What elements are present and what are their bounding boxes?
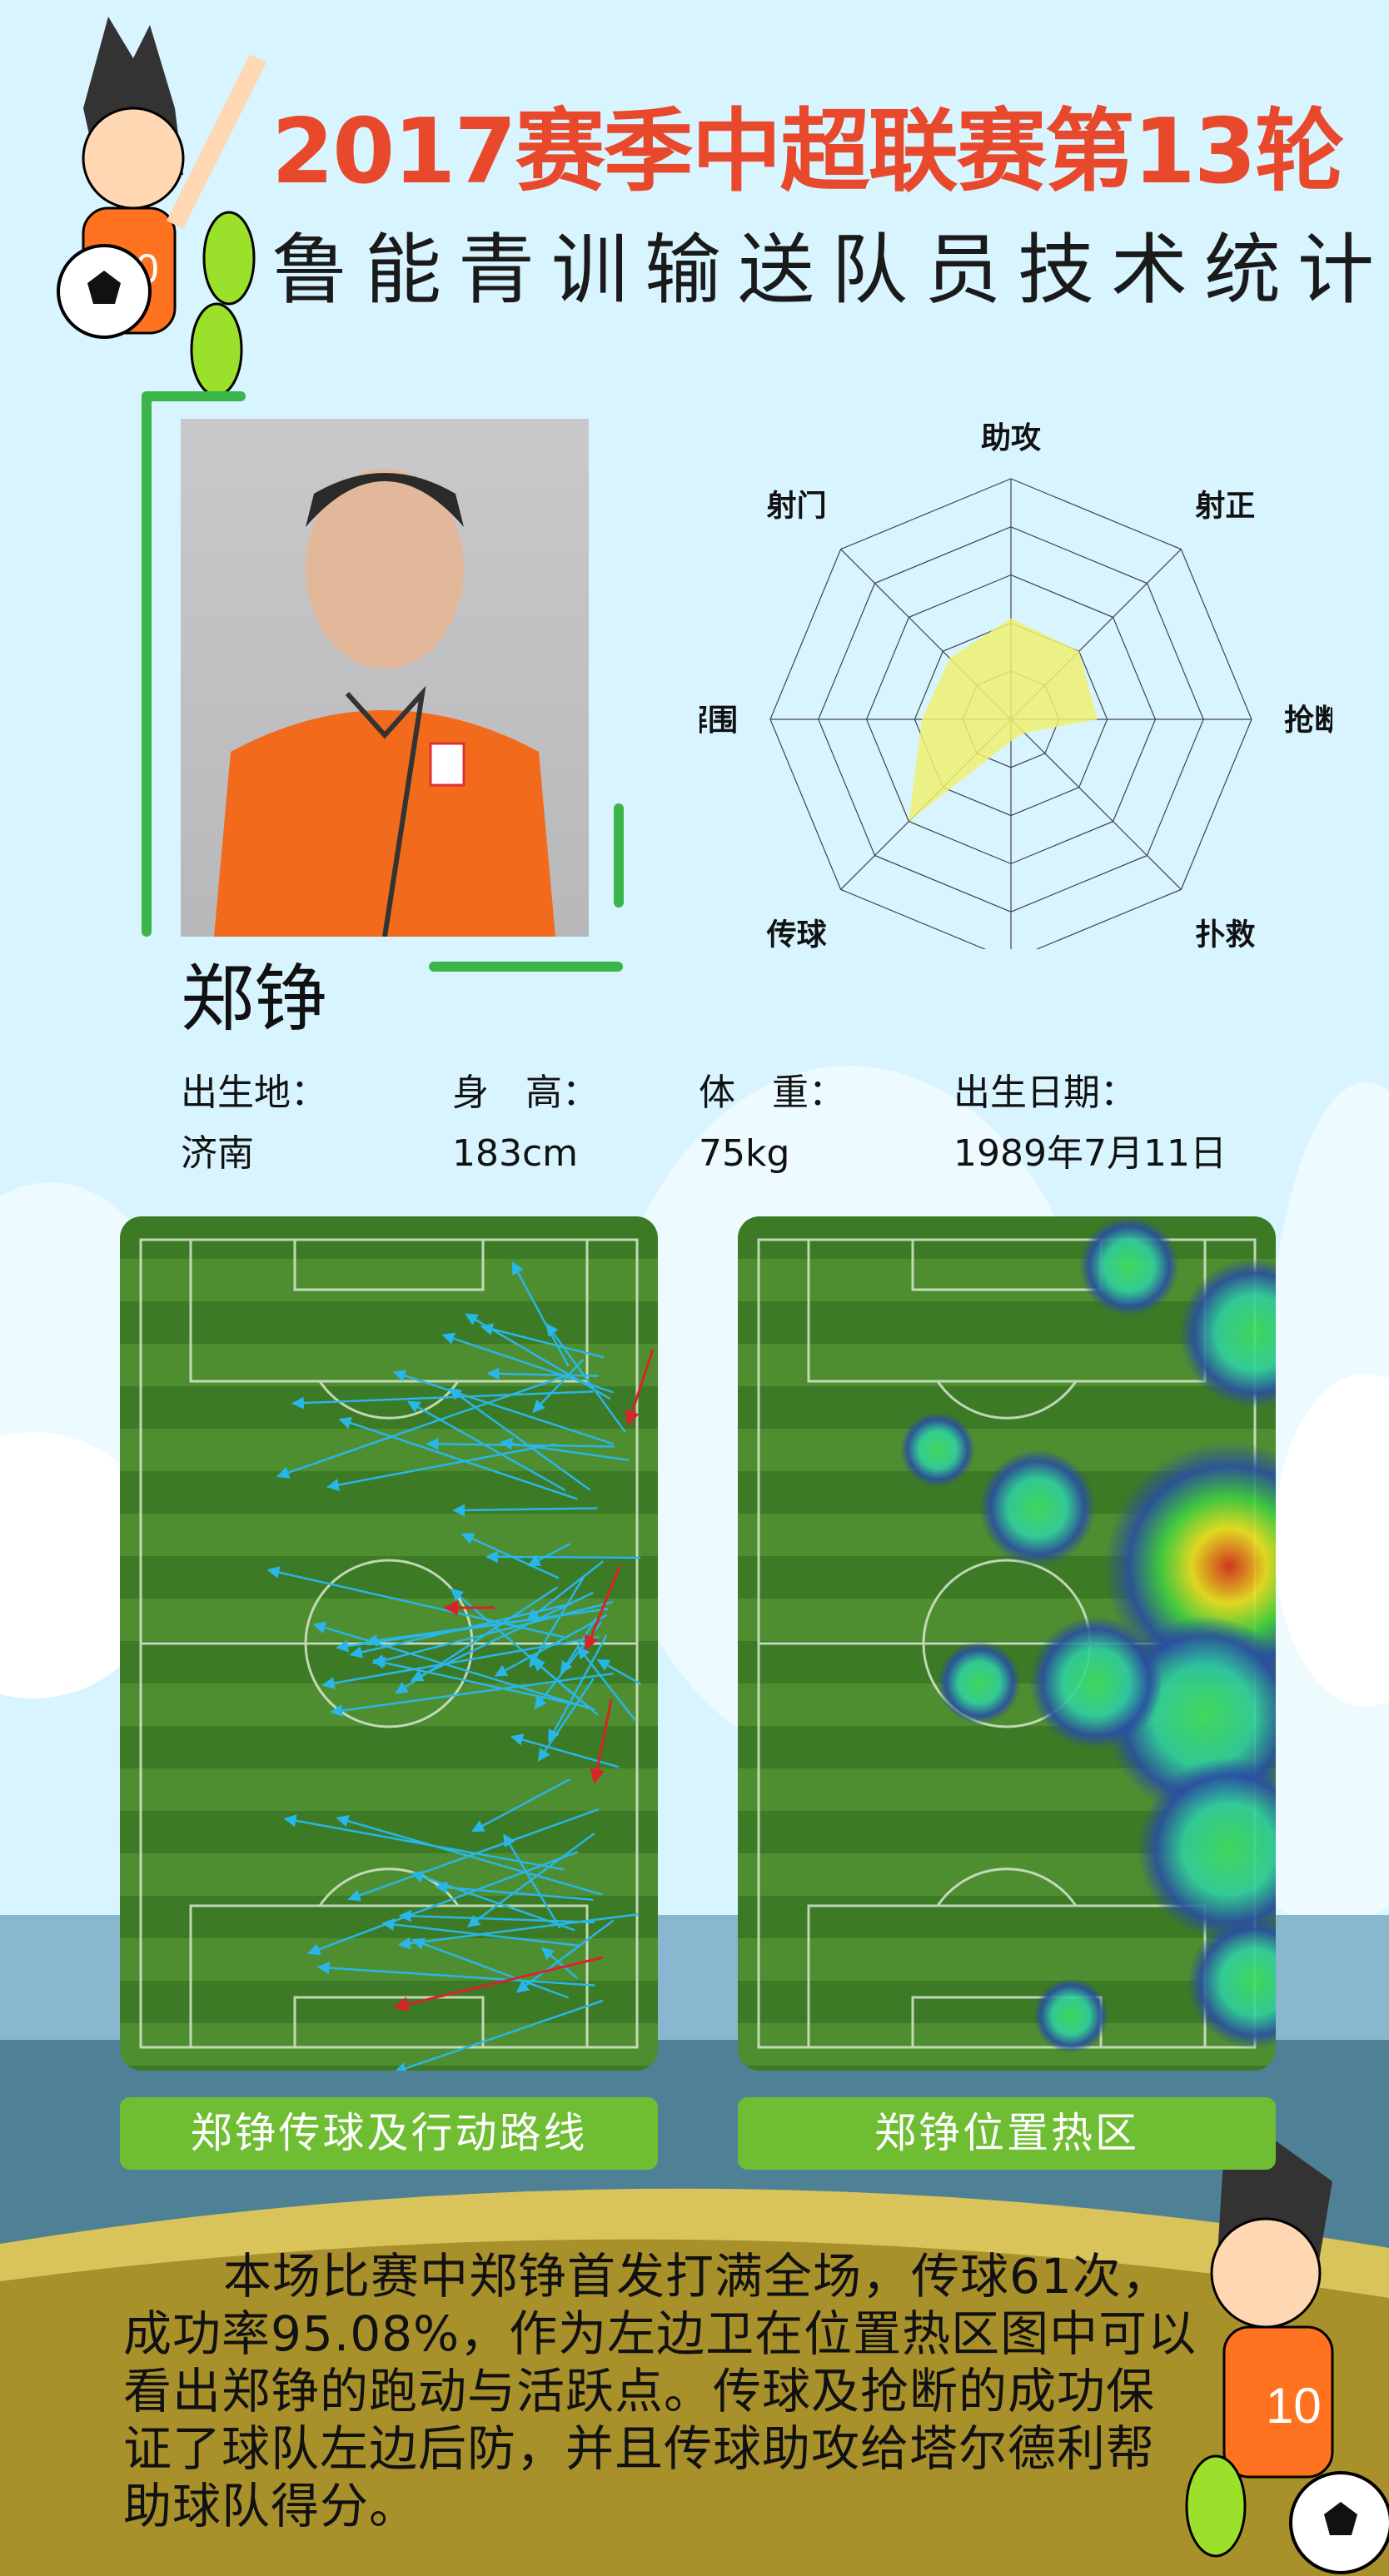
pass-arrow xyxy=(515,1919,615,1993)
pass-arrow xyxy=(291,1390,594,1410)
radar-axis-label: 助攻 xyxy=(981,421,1041,455)
pass-arrow xyxy=(411,1937,570,1999)
radar-axis-label: 抢断 xyxy=(1284,703,1332,738)
heatmap-pitch xyxy=(738,1216,1276,2071)
pass-arrow xyxy=(371,1600,614,1667)
page-subtitle: 鲁能青训输送队员技术统计 xyxy=(271,226,1389,315)
pass-arrow xyxy=(485,1550,641,1564)
pass-arrow xyxy=(307,1851,579,1956)
pass-arrow xyxy=(532,1359,585,1413)
pass-arrow xyxy=(560,1617,598,1674)
pass-arrow xyxy=(407,1400,566,1492)
heat-blob xyxy=(1138,1758,1276,1941)
mascot-top-left: 10 xyxy=(57,17,266,391)
pass-arrow xyxy=(347,1808,600,1902)
pass-arrow xyxy=(371,1656,592,1709)
info-label: 出生日期： xyxy=(953,1072,1137,1114)
radar-spoke xyxy=(1010,719,1182,890)
svg-text:10: 10 xyxy=(1266,2378,1322,2434)
pass-arrow xyxy=(316,1962,595,1987)
radar-axis-label: 解围 xyxy=(699,704,738,738)
pass-arrow xyxy=(529,1574,586,1668)
pass-arrow xyxy=(392,1370,614,1445)
pass-arrow xyxy=(577,1645,636,1721)
pass-arrow xyxy=(596,1658,642,1685)
radar-axis-label: 传球 xyxy=(766,918,828,949)
pass-arrow xyxy=(503,1833,561,1929)
pass-arrow xyxy=(381,1918,581,1947)
failed-pass-arrow xyxy=(584,1565,621,1651)
heat-blob xyxy=(979,1450,1096,1566)
heatmap-label: 郑铮位置热区 xyxy=(738,2097,1276,2170)
pass-arrow xyxy=(547,1634,608,1743)
info-label: 体 重： xyxy=(699,1072,845,1114)
info-value: 75kg xyxy=(699,1132,790,1175)
pass-arrow xyxy=(540,1947,579,1980)
pass-arrow xyxy=(545,1323,626,1434)
pass-arrow xyxy=(450,1588,572,1694)
heat-blob xyxy=(1029,1616,1162,1749)
pass-arrow xyxy=(471,1778,570,1833)
pass-arrow xyxy=(527,1543,571,1567)
pass-arrow xyxy=(312,1621,595,1711)
heat-blob xyxy=(1187,1916,1276,2049)
info-label: 出生地： xyxy=(181,1072,327,1114)
pass-arrow xyxy=(330,1672,614,1717)
failed-pass-arrow xyxy=(625,1349,655,1426)
pass-arrow xyxy=(321,1635,600,1689)
radar-axis-label: 扑救 xyxy=(1195,918,1255,949)
pass-arrow xyxy=(537,1678,595,1762)
pass-map-label: 郑铮传球及行动路线 xyxy=(120,2097,658,2170)
frame-bracket-bottom xyxy=(429,962,623,972)
pass-arrow xyxy=(510,1733,620,1768)
info-value: 济南 xyxy=(181,1132,254,1175)
pass-arrow xyxy=(448,1387,591,1491)
frame-bracket-left xyxy=(142,391,152,937)
info-value: 183cm xyxy=(452,1132,579,1175)
radar-chart: 助攻射正抢断扑救关键球传球解围射门 xyxy=(699,421,1332,949)
pass-arrow xyxy=(338,1416,578,1500)
player-photo xyxy=(181,419,589,937)
info-label: 身 高： xyxy=(452,1072,599,1114)
pass-arrow xyxy=(398,1909,595,1924)
pass-arrow xyxy=(480,1323,605,1359)
pass-arrow xyxy=(397,1913,639,1950)
pass-arrow xyxy=(395,1586,559,1694)
radar-series-area xyxy=(909,618,1098,822)
pass-arrow xyxy=(461,1533,560,1579)
failed-pass-arrow xyxy=(590,1698,613,1784)
pass-arrow xyxy=(326,1443,555,1491)
page-title: 2017赛季中超联赛第13轮 xyxy=(271,100,1345,204)
radar-axis-label: 射正 xyxy=(1195,490,1255,524)
failed-pass-arrow xyxy=(393,1956,604,2012)
heat-blob xyxy=(938,1641,1021,1724)
pass-arrow xyxy=(465,1313,611,1400)
mascot-bottom-right: 10 xyxy=(1185,2140,1389,2574)
info-value: 1989年7月11日 xyxy=(953,1132,1227,1175)
pass-map-pitch xyxy=(120,1216,658,2071)
frame-bracket-right xyxy=(614,803,624,908)
pass-arrow xyxy=(486,1367,599,1380)
radar-ring xyxy=(769,478,1252,949)
pass-arrow xyxy=(410,1591,594,1682)
pass-arrow xyxy=(500,1437,630,1461)
pass-arrow xyxy=(511,1261,570,1367)
player-name: 郑铮 xyxy=(181,956,328,1042)
heat-blob xyxy=(1079,1216,1179,1316)
radar-axis-label: 射门 xyxy=(767,490,827,524)
heat-blob xyxy=(1179,1258,1276,1408)
summary-text: 本场比赛中郑铮首发打满全场，传球61次，成功率95.08%，作为左边卫在位置热区… xyxy=(123,2248,1197,2534)
heat-blob xyxy=(1033,1978,1108,2053)
frame-bracket-top xyxy=(142,391,246,401)
pass-arrow xyxy=(452,1504,598,1517)
pass-arrow xyxy=(276,1373,570,1479)
pass-arrow xyxy=(393,1999,604,2071)
heat-blob xyxy=(900,1412,975,1487)
